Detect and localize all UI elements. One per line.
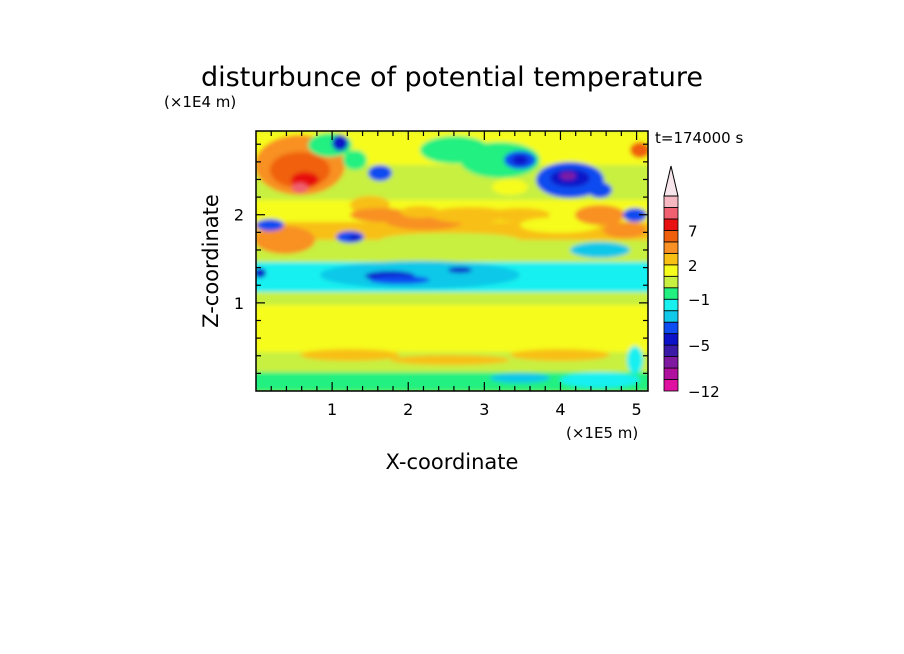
colorbar-swatch — [663, 298, 679, 312]
field-blob — [300, 349, 400, 361]
colorbar-swatch — [663, 252, 679, 266]
field-blob — [492, 179, 528, 195]
colorbar-swatch — [663, 230, 679, 243]
y-tick-label: 1 — [234, 294, 244, 313]
y-axis-unit: (×1E4 m) — [164, 93, 236, 111]
x-axis-unit: (×1E5 m) — [566, 424, 638, 442]
x-tick-label: 1 — [327, 400, 337, 419]
y-tick-label: 2 — [234, 206, 244, 225]
colorbar-swatch — [663, 379, 679, 392]
x-axis-label: X-coordinate — [386, 450, 519, 474]
field-band — [256, 292, 648, 305]
colorbar-swatch — [663, 321, 679, 335]
field-blob — [390, 355, 510, 365]
field-blob — [332, 135, 348, 151]
x-tick-label: 2 — [403, 400, 413, 419]
field-blob — [490, 208, 550, 222]
field-blob — [448, 267, 472, 273]
field-blob — [560, 372, 640, 388]
y-axis-label: Z-coordinate — [199, 194, 223, 328]
colorbar-swatch — [663, 333, 679, 346]
field-band — [256, 240, 648, 262]
field-blob — [368, 165, 392, 181]
colorbar-swatch — [663, 207, 679, 220]
colorbar-label: −1 — [688, 291, 710, 309]
x-axis: 1 2 3 4 5 — [270, 131, 642, 419]
colorbar: −12−5−127 — [663, 165, 720, 401]
time-label: t=174000 s — [655, 129, 743, 147]
y-axis: 12 — [234, 143, 648, 374]
colorbar-swatch — [663, 241, 679, 254]
colorbar-label: −12 — [688, 383, 720, 401]
field-blob — [370, 276, 430, 284]
colorbar-swatch — [663, 195, 679, 208]
colorbar-swatch — [663, 287, 679, 300]
field-blob — [292, 183, 308, 193]
field-blob — [256, 219, 284, 231]
field-blob — [256, 268, 266, 278]
x-tick-label: 3 — [479, 400, 489, 419]
field-blob — [603, 222, 647, 238]
x-tick-label: 5 — [631, 400, 641, 419]
field-blob — [560, 172, 576, 180]
field-blob — [320, 261, 520, 289]
field-blob — [588, 182, 612, 198]
field-blob — [343, 150, 367, 170]
field-blob — [570, 242, 630, 258]
colorbar-swatch — [663, 218, 679, 231]
colorbar-swatch — [663, 367, 679, 380]
field-blob — [349, 235, 361, 241]
field-blob — [510, 349, 610, 361]
plot-frame — [255, 130, 649, 392]
field-blob — [430, 207, 510, 223]
field-blob — [623, 208, 647, 222]
colorbar-swatch — [663, 344, 679, 357]
field-blob — [575, 205, 625, 225]
field-blob — [490, 373, 550, 383]
field-blob — [630, 142, 648, 158]
field-blob — [512, 155, 528, 165]
field-blob — [256, 226, 315, 254]
field-blobs — [256, 131, 648, 391]
field-band — [256, 372, 648, 391]
colorbar-swatch — [663, 356, 679, 369]
colorbar-swatch — [663, 310, 679, 323]
chart-title: disturbunce of potential temperature — [201, 62, 703, 93]
colorbar-swatch — [663, 275, 679, 289]
colorbar-extension — [663, 165, 679, 197]
field-blob — [380, 233, 520, 247]
colorbar-label: 2 — [688, 257, 698, 275]
colorbar-label: −5 — [688, 337, 710, 355]
x-tick-label: 4 — [555, 400, 565, 419]
contour-field — [256, 131, 648, 391]
field-band — [256, 305, 648, 352]
colorbar-swatch — [663, 264, 679, 277]
colorbar-label: 7 — [688, 222, 698, 240]
field-blob — [627, 346, 643, 374]
